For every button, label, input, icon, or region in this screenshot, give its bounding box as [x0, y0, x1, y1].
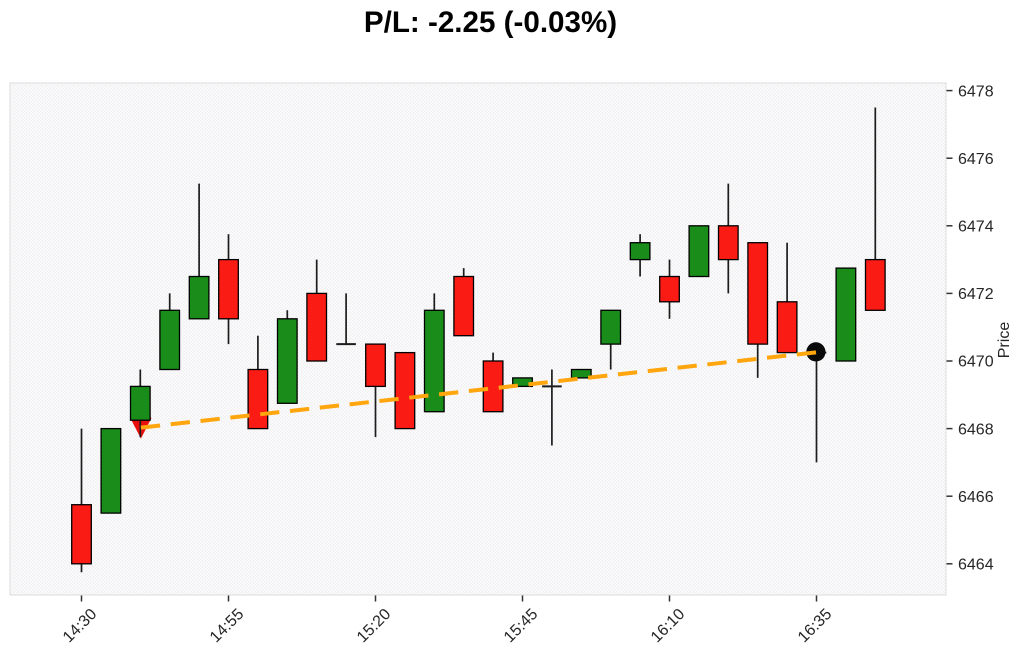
svg-text:P/L: -2.25 (-0.03%): P/L: -2.25 (-0.03%) — [364, 6, 617, 39]
svg-text:16:35: 16:35 — [795, 606, 835, 646]
svg-text:Price: Price — [996, 322, 1013, 359]
svg-text:16:10: 16:10 — [648, 606, 688, 646]
svg-text:6466: 6466 — [958, 489, 994, 506]
svg-text:6472: 6472 — [958, 286, 994, 303]
svg-text:15:45: 15:45 — [501, 606, 541, 646]
svg-text:15:20: 15:20 — [354, 606, 394, 646]
svg-text:6468: 6468 — [958, 421, 994, 438]
svg-text:14:55: 14:55 — [207, 606, 247, 646]
svg-text:6470: 6470 — [958, 354, 994, 371]
svg-text:6474: 6474 — [958, 219, 994, 236]
svg-text:14:30: 14:30 — [60, 606, 100, 646]
svg-text:6476: 6476 — [958, 151, 994, 168]
svg-text:6478: 6478 — [958, 83, 994, 100]
svg-text:6464: 6464 — [958, 557, 994, 574]
